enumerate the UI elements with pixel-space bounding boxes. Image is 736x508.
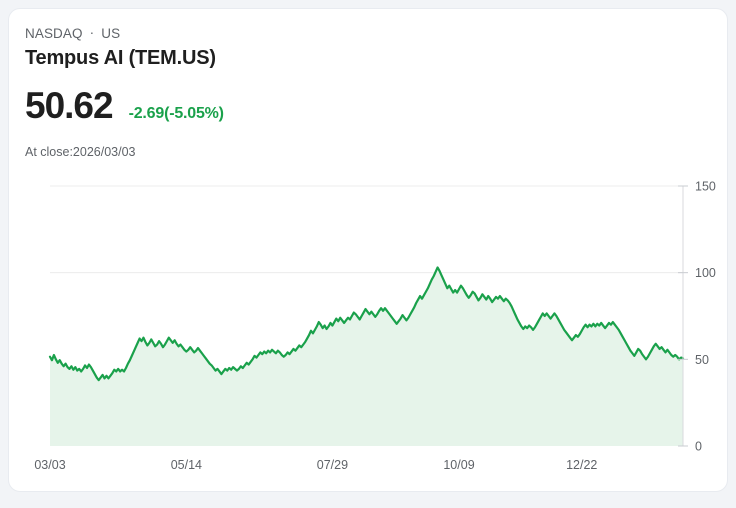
price-chart: 0 50 100 150 03/03 05/14 07/29 10/09 12/22 [9,169,727,489]
market-status-note: At close:2026/03/03 [25,145,136,159]
y-tick-label: 50 [695,353,709,367]
chart-gridlines [50,185,683,274]
price-row: 50.62 -2.69(-5.05%) [25,87,224,124]
chart-line-series [48,266,685,382]
region-label: US [101,26,121,41]
current-price: 50.62 [25,85,114,126]
y-axis-ticks: 0 50 100 150 [678,180,716,454]
exchange-label: NASDAQ [25,26,83,41]
page-title: Tempus AI (TEM.US) [25,47,216,69]
price-chart-svg: 0 50 100 150 03/03 05/14 07/29 10/09 12/22 [34,180,716,473]
exchange-row: NASDAQ · US [25,26,120,41]
x-tick-label: 12/22 [566,458,597,472]
price-change: -2.69(-5.05%) [128,105,224,122]
x-tick-label: 05/14 [171,458,202,472]
separator-dot: · [89,24,95,40]
x-tick-label: 10/09 [443,458,474,472]
stock-quote-card: NASDAQ · US Tempus AI (TEM.US) 50.62 -2.… [8,8,728,492]
x-tick-label: 03/03 [34,458,65,472]
y-tick-label: 100 [695,266,716,280]
y-tick-label: 0 [695,440,702,454]
y-tick-label: 150 [695,180,716,194]
x-axis-ticks: 03/03 05/14 07/29 10/09 12/22 [34,458,597,472]
chart-area-fill [50,267,683,446]
x-tick-label: 07/29 [317,458,348,472]
